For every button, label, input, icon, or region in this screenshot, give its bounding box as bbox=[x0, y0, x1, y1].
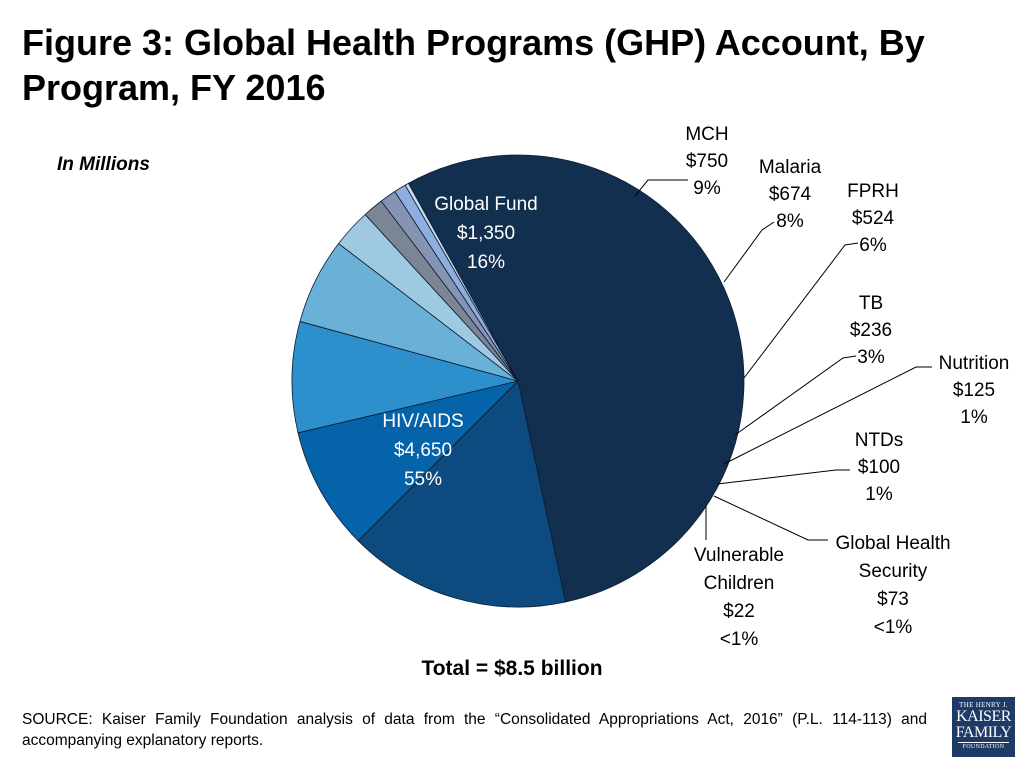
slice-label-global-fund: Global Fund bbox=[434, 194, 538, 215]
leader-line-malaria bbox=[723, 221, 775, 283]
leader-line-ntds bbox=[716, 469, 850, 485]
slice-label-global-health-security-line1: Global Health bbox=[835, 533, 950, 554]
slice-label-vulnerable-children-line2: Children bbox=[704, 573, 775, 594]
slice-percent-global-health-security: <1% bbox=[874, 617, 913, 638]
slice-value-tb: $236 bbox=[850, 320, 892, 341]
slice-percent-hiv-aids: 55% bbox=[404, 469, 442, 490]
logo-line-2: KAISER bbox=[956, 708, 1011, 726]
slice-percent-global-fund: 16% bbox=[467, 252, 505, 273]
pie-slice-vulnerable-children bbox=[404, 182, 519, 382]
slice-value-vulnerable-children: $22 bbox=[723, 601, 755, 622]
page-title: Figure 3: Global Health Programs (GHP) A… bbox=[22, 22, 925, 109]
slice-value-fprh: $524 bbox=[852, 208, 895, 229]
slice-labels: HIV/AIDS $4,650 55% Global Fund $1,350 16% MCH… bbox=[382, 124, 1009, 650]
slice-value-global-fund: $1,350 bbox=[457, 223, 515, 244]
slice-label-vulnerable-children-line1: Vulnerable bbox=[694, 545, 784, 566]
pie-chart: HIV/AIDS $4,650 55% Global Fund $1,350 16% MCH… bbox=[291, 124, 1009, 650]
slice-label-tb: TB bbox=[859, 293, 883, 314]
slice-label-fprh: FPRH bbox=[847, 181, 899, 202]
slice-label-global-health-security-line2: Security bbox=[859, 561, 928, 582]
slice-percent-malaria: 8% bbox=[776, 211, 804, 232]
leader-line-fprh bbox=[743, 242, 859, 379]
kff-logo: THE HENRY J. KAISER FAMILY FOUNDATION bbox=[952, 697, 1015, 757]
slice-value-malaria: $674 bbox=[769, 184, 812, 205]
slice-percent-mch: 9% bbox=[693, 178, 721, 199]
logo-line-1: THE HENRY J. bbox=[959, 701, 1008, 709]
leader-line-tb bbox=[734, 355, 857, 436]
leader-line-mch bbox=[634, 179, 688, 197]
slice-percent-ntds: 1% bbox=[865, 484, 893, 505]
logo-line-4: FOUNDATION bbox=[962, 744, 1005, 751]
leader-line-nutrition bbox=[723, 366, 932, 465]
pie-slice-malaria bbox=[291, 320, 519, 434]
logo-rule bbox=[958, 742, 1009, 744]
slice-label-hiv-aids: HIV/AIDS bbox=[382, 411, 463, 432]
slice-value-mch: $750 bbox=[686, 151, 728, 172]
slice-label-malaria: Malaria bbox=[759, 157, 822, 178]
slice-label-mch: MCH bbox=[685, 124, 728, 145]
slice-percent-nutrition: 1% bbox=[960, 407, 988, 428]
source-note: SOURCE: Kaiser Family Foundation analysi… bbox=[22, 711, 927, 750]
slice-percent-fprh: 6% bbox=[859, 235, 887, 256]
leader-lines bbox=[634, 179, 932, 541]
slice-percent-tb: 3% bbox=[857, 347, 885, 368]
pie-slice-mch bbox=[297, 380, 520, 542]
slice-value-hiv-aids: $4,650 bbox=[394, 440, 452, 461]
slice-value-nutrition: $125 bbox=[953, 380, 995, 401]
slice-value-ntds: $100 bbox=[858, 457, 900, 478]
logo-line-3: FAMILY bbox=[955, 724, 1012, 742]
slice-value-global-health-security: $73 bbox=[877, 589, 909, 610]
leader-line-global-health-security bbox=[713, 495, 828, 541]
total-label: Total = $8.5 billion bbox=[421, 657, 603, 680]
slice-percent-vulnerable-children: <1% bbox=[720, 629, 759, 650]
pie-slice-global-fund bbox=[357, 380, 567, 608]
slice-label-ntds: NTDs bbox=[855, 430, 904, 451]
slice-label-nutrition: Nutrition bbox=[939, 353, 1010, 374]
pie-slices bbox=[291, 154, 745, 608]
pie-slice-hiv-aids bbox=[407, 154, 745, 603]
unit-note: In Millions bbox=[57, 154, 150, 175]
